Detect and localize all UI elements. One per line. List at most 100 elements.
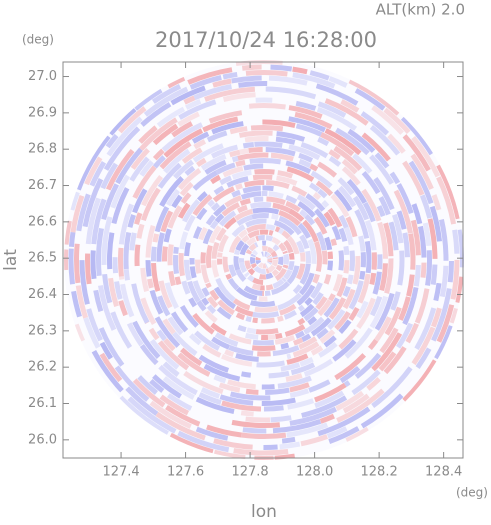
altitude-label: ALT(km) 2.0 bbox=[376, 1, 465, 19]
echo-cell bbox=[253, 264, 255, 267]
echo-cell bbox=[177, 277, 179, 284]
echo-cell bbox=[262, 188, 273, 189]
echo-cell bbox=[251, 205, 271, 207]
echo-cell bbox=[330, 261, 331, 270]
echo-cell bbox=[252, 348, 275, 349]
echo-cell bbox=[237, 250, 238, 254]
echo-cell bbox=[246, 335, 259, 337]
echo-cell bbox=[225, 352, 233, 355]
y-tick-label: 26.5 bbox=[28, 251, 57, 266]
echo-cell bbox=[268, 249, 273, 252]
echo-cell bbox=[230, 152, 240, 155]
echo-cell bbox=[250, 160, 281, 161]
echo-cell bbox=[285, 251, 286, 253]
echo-cell bbox=[433, 265, 435, 285]
y-tick-label: 26.2 bbox=[28, 360, 57, 375]
echo-cell bbox=[246, 419, 270, 420]
echo-cell bbox=[278, 318, 283, 319]
echo-cell bbox=[255, 244, 257, 245]
echo-cell bbox=[450, 261, 451, 282]
echo-cell bbox=[323, 202, 327, 207]
echo-cell bbox=[255, 172, 275, 173]
echo-cell bbox=[186, 260, 189, 280]
echo-cell bbox=[150, 279, 152, 288]
x-tick-label: 128.0 bbox=[296, 465, 333, 480]
echo-cell bbox=[352, 251, 353, 271]
echo-cell bbox=[260, 264, 263, 266]
y-tick-label: 27.0 bbox=[28, 69, 57, 84]
echo-cell bbox=[411, 234, 413, 270]
echo-cell bbox=[241, 413, 253, 414]
echo-cell bbox=[192, 266, 194, 277]
echo-cell bbox=[251, 245, 256, 249]
echo-cell bbox=[148, 260, 149, 276]
echo-cell bbox=[400, 251, 402, 285]
echo-cell bbox=[272, 216, 279, 218]
echo-cell bbox=[238, 84, 267, 86]
echo-cell bbox=[203, 299, 207, 305]
echo-cell bbox=[460, 230, 462, 268]
echo-cell bbox=[246, 318, 251, 319]
echo-cell bbox=[294, 340, 302, 344]
echo-cell bbox=[275, 335, 282, 336]
echo-cell bbox=[293, 69, 307, 72]
echo-cell bbox=[310, 166, 317, 170]
echo-cell bbox=[271, 418, 292, 420]
y-tick-label: 26.9 bbox=[28, 105, 57, 120]
echo-cell bbox=[237, 315, 244, 318]
echo-cell bbox=[232, 78, 262, 81]
echo-cell bbox=[240, 151, 249, 153]
echo-cell bbox=[241, 201, 250, 204]
echo-cell bbox=[255, 268, 260, 271]
echo-cell bbox=[261, 320, 274, 321]
echo-cell bbox=[242, 67, 261, 68]
echo-cell bbox=[71, 249, 73, 284]
echo-cell bbox=[121, 248, 122, 276]
echo-cell bbox=[248, 250, 250, 253]
y-tick-label: 26.3 bbox=[28, 323, 57, 338]
echo-cell bbox=[253, 314, 279, 316]
echo-cell bbox=[362, 271, 363, 279]
echo-cell bbox=[243, 237, 248, 241]
echo-cell bbox=[244, 166, 263, 168]
radar-field bbox=[64, 60, 464, 460]
echo-cell bbox=[223, 74, 237, 77]
echo-cell bbox=[256, 238, 258, 239]
echo-cell bbox=[137, 245, 138, 266]
echo-cell bbox=[265, 390, 289, 392]
echo-cell bbox=[282, 439, 295, 441]
echo-cell bbox=[269, 373, 289, 376]
y-tick-label: 26.0 bbox=[28, 432, 57, 447]
echo-cell bbox=[273, 271, 277, 275]
echo-cell bbox=[255, 308, 278, 310]
y-axis-label: lat bbox=[1, 249, 21, 271]
echo-cell bbox=[238, 327, 246, 329]
echo-cell bbox=[308, 251, 309, 263]
echo-cell bbox=[257, 363, 285, 365]
echo-cell bbox=[253, 320, 258, 321]
echo-cell bbox=[253, 280, 263, 283]
echo-cell bbox=[265, 293, 270, 294]
echo-cell bbox=[154, 247, 155, 262]
echo-cell bbox=[126, 232, 129, 269]
echo-cell bbox=[171, 271, 174, 285]
echo-cell bbox=[254, 199, 263, 200]
echo-cell bbox=[251, 128, 283, 129]
echo-cell bbox=[290, 261, 292, 270]
echo-cell bbox=[251, 302, 275, 304]
echo-cell bbox=[252, 215, 269, 217]
echo-cell bbox=[253, 177, 272, 178]
echo-cell bbox=[265, 254, 267, 255]
echo-cell bbox=[260, 276, 266, 277]
echo-cell bbox=[165, 247, 166, 262]
echo-cell bbox=[314, 194, 319, 198]
echo-cell bbox=[345, 287, 349, 296]
echo-cell bbox=[346, 246, 347, 255]
chart-title: 2017/10/24 16:28:00 bbox=[155, 28, 377, 52]
echo-cell bbox=[272, 252, 274, 256]
x-tick-label: 127.8 bbox=[231, 465, 268, 480]
echo-cell bbox=[269, 262, 270, 263]
echo-cell bbox=[93, 250, 94, 278]
x-axis-label: lon bbox=[251, 502, 277, 521]
